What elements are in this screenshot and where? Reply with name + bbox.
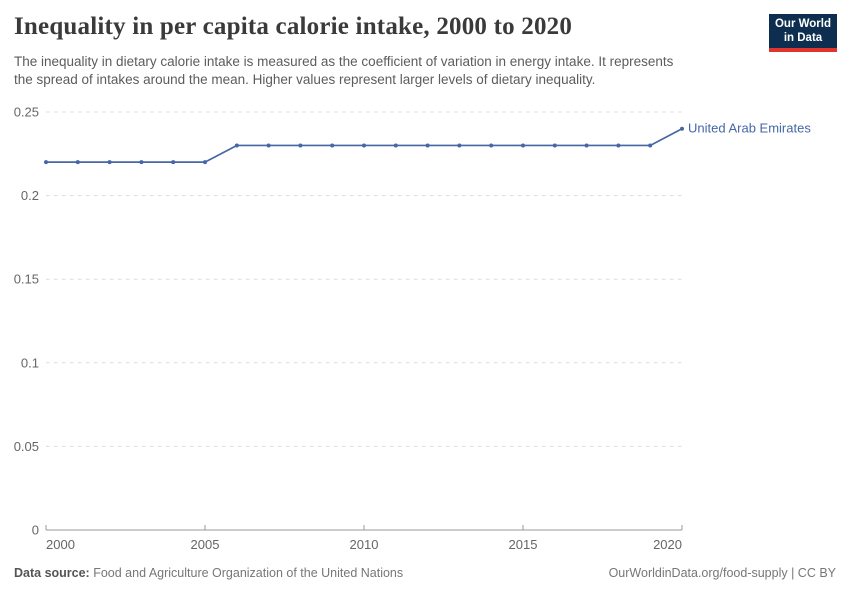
x-axis-label: 2005 (191, 537, 220, 552)
owid-logo[interactable]: Our World in Data (769, 14, 837, 52)
series-label: United Arab Emirates (688, 121, 811, 136)
y-axis-label: 0.2 (21, 188, 39, 203)
y-axis-label: 0.25 (14, 105, 39, 120)
data-point[interactable] (44, 160, 48, 165)
data-point[interactable] (171, 160, 176, 165)
data-point[interactable] (648, 143, 653, 148)
data-point[interactable] (203, 160, 207, 165)
data-point[interactable] (489, 143, 494, 148)
data-point[interactable] (330, 143, 335, 148)
subtitle-line-1: The inequality in dietary calorie intake… (14, 54, 674, 69)
credit-link[interactable]: OurWorldinData.org/food-supply | CC BY (608, 566, 836, 580)
y-axis-label: 0.1 (21, 355, 39, 370)
data-point[interactable] (616, 143, 621, 148)
data-point[interactable] (234, 143, 239, 148)
data-source-label: Data source: (14, 566, 90, 580)
y-axis-label: 0.15 (14, 272, 39, 287)
x-axis-label: 2010 (350, 537, 379, 552)
y-axis-label: 0 (32, 523, 39, 538)
data-point[interactable] (298, 143, 303, 148)
subtitle-line-2: the spread of intakes around the mean. H… (14, 72, 596, 87)
data-point[interactable] (552, 143, 557, 148)
data-point[interactable] (425, 143, 430, 148)
data-point[interactable] (362, 143, 366, 148)
data-point[interactable] (266, 143, 271, 148)
data-point[interactable] (521, 143, 525, 148)
chart-subtitle: The inequality in dietary calorie intake… (14, 53, 774, 89)
data-point[interactable] (457, 143, 462, 148)
y-axis-label: 0.05 (14, 439, 39, 454)
data-point[interactable] (75, 160, 80, 165)
owid-logo-line1: Our World (774, 18, 831, 30)
x-axis-label: 2020 (653, 537, 682, 552)
page-title: Inequality in per capita calorie intake,… (14, 13, 573, 40)
data-point[interactable] (139, 160, 144, 165)
data-source-value: Food and Agriculture Organization of the… (93, 566, 404, 580)
x-axis-label: 2015 (509, 537, 538, 552)
data-point[interactable] (680, 126, 684, 131)
owid-logo-line2: in Data (783, 32, 823, 44)
data-point[interactable] (393, 143, 398, 148)
data-point[interactable] (584, 143, 589, 148)
x-axis-label: 2000 (46, 537, 75, 552)
chart-footer: Data source: Food and Agriculture Organi… (14, 566, 836, 580)
data-point[interactable] (107, 160, 112, 165)
data-source: Data source: Food and Agriculture Organi… (14, 566, 403, 580)
